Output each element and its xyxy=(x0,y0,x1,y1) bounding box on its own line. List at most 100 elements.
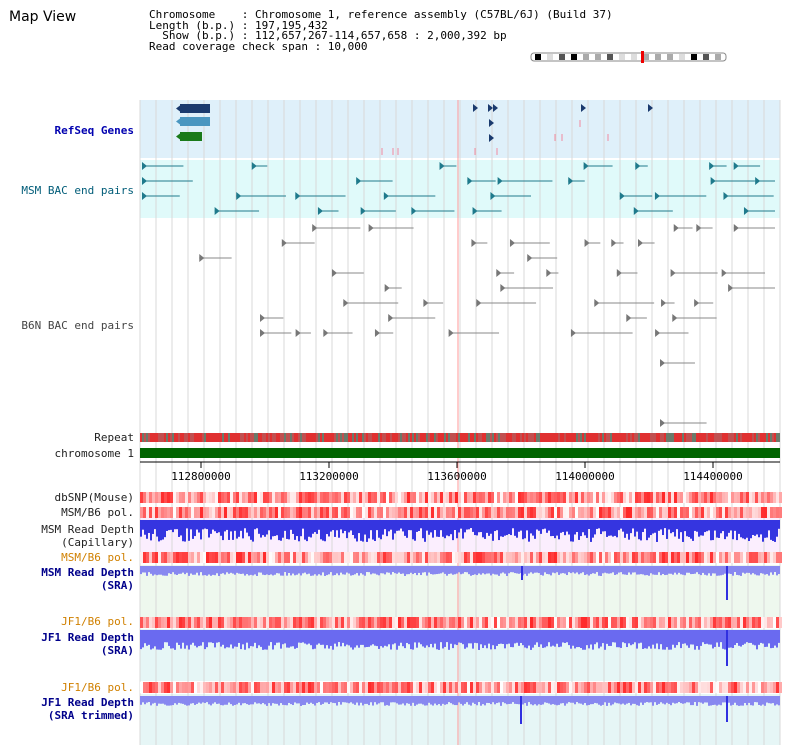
track-label-msm-b6-pol-2[interactable]: MSM/B6 pol. xyxy=(61,551,134,564)
jf1-b6-pol-heat xyxy=(596,617,599,628)
jf1-trim-depth xyxy=(660,696,662,703)
msm-capillary-depth xyxy=(434,520,436,531)
msm-b6-pol-heat xyxy=(293,552,296,563)
msm-sra-depth xyxy=(148,566,150,573)
msm-b6-pol-heat xyxy=(254,552,257,563)
track-label-jf1-read-depth-trim[interactable]: JF1 Read Depth (SRA trimmed) xyxy=(41,696,134,722)
msm-capillary-depth xyxy=(176,520,178,530)
repeat-segment xyxy=(632,433,634,442)
jf1-sra-depth xyxy=(200,630,202,646)
msm-b6-pol-heat xyxy=(182,552,185,563)
jf1-sra-depth xyxy=(472,630,474,649)
jf1-b6-pol-heat xyxy=(299,617,302,628)
msm-sra-depth xyxy=(502,566,504,573)
msm-capillary-depth xyxy=(664,520,666,529)
msm-capillary-depth xyxy=(142,520,144,530)
jf1-trim-depth xyxy=(728,696,730,703)
jf1-b6-pol-heat xyxy=(254,682,257,693)
jf1-sra-depth xyxy=(548,630,550,643)
repeat-segment xyxy=(190,433,192,442)
repeat-segment xyxy=(606,433,608,442)
track-label-chromosome[interactable]: chromosome 1 xyxy=(54,447,134,460)
jf1-b6-pol-heat xyxy=(623,617,626,628)
jf1-sra-depth xyxy=(422,630,424,647)
dbsnp-heat xyxy=(704,492,707,503)
jf1-sra-depth xyxy=(326,630,328,646)
jf1-sra-depth xyxy=(164,630,166,643)
msm-capillary-depth xyxy=(436,520,438,537)
jf1-b6-pol-heat xyxy=(437,617,440,628)
jf1-b6-pol-heat xyxy=(386,682,389,693)
repeat-segment xyxy=(498,433,500,442)
repeat-segment xyxy=(224,433,226,442)
repeat-segment xyxy=(194,433,196,442)
msm-bac-end xyxy=(356,177,362,185)
msm-sra-depth xyxy=(710,566,712,576)
jf1-trim-depth xyxy=(360,696,362,703)
repeat-segment xyxy=(540,433,542,442)
track-label-jf1-b6-pol-1[interactable]: JF1/B6 pol. xyxy=(61,615,134,628)
jf1-b6-pol-heat xyxy=(443,682,446,693)
msm-capillary-depth xyxy=(628,520,630,540)
msm-b6-pol-heat xyxy=(329,552,332,563)
track-label-jf1-read-depth-sra[interactable]: JF1 Read Depth (SRA) xyxy=(41,631,134,657)
jf1-trim-depth xyxy=(468,696,470,705)
dbsnp-heat xyxy=(767,492,770,503)
jf1-b6-pol-heat xyxy=(158,682,161,693)
msm-sra-depth xyxy=(490,566,492,576)
b6n-bac-end xyxy=(584,239,590,247)
jf1-b6-pol-heat xyxy=(464,682,467,693)
dbsnp-heat xyxy=(734,492,737,503)
jf1-trim-depth xyxy=(162,696,164,704)
track-label-msm-bac[interactable]: MSM BAC end pairs xyxy=(21,184,134,197)
msm-capillary-depth xyxy=(172,520,174,533)
jf1-trim-depth xyxy=(768,696,770,704)
jf1-b6-pol-heat xyxy=(332,617,335,628)
jf1-sra-depth xyxy=(660,630,662,645)
msm-sra-depth xyxy=(356,566,358,574)
msm-capillary-depth xyxy=(332,520,334,531)
msm-capillary-depth xyxy=(194,520,196,537)
jf1-sra-depth xyxy=(526,630,528,649)
msm-b6-pol-heat xyxy=(638,552,641,563)
jf1-b6-pol-heat xyxy=(527,682,530,693)
repeat-segment xyxy=(468,433,470,442)
msm-b6-pol-heat xyxy=(323,507,326,518)
msm-capillary-depth xyxy=(546,520,548,533)
jf1-trim-depth xyxy=(714,696,716,705)
track-label-dbsnp[interactable]: dbSNP(Mouse) xyxy=(54,491,134,504)
jf1-b6-pol-heat xyxy=(380,617,383,628)
track-label-msm-read-depth-cap[interactable]: MSM Read Depth (Capillary) xyxy=(41,523,134,549)
jf1-b6-pol-heat xyxy=(293,617,296,628)
msm-b6-pol-heat xyxy=(404,552,407,563)
msm-capillary-depth xyxy=(518,520,520,532)
msm-capillary-depth xyxy=(370,520,372,531)
track-label-msm-read-depth-sra[interactable]: MSM Read Depth (SRA) xyxy=(41,566,134,592)
jf1-b6-pol-heat xyxy=(530,617,533,628)
jf1-b6-pol-heat xyxy=(350,617,353,628)
jf1-trim-depth xyxy=(168,696,170,706)
msm-sra-depth xyxy=(604,566,606,573)
b6n-bac-end xyxy=(260,314,265,322)
msm-capillary-depth xyxy=(190,520,192,530)
jf1-trim-depth xyxy=(462,696,464,706)
jf1-trim-depth xyxy=(252,696,254,705)
track-label-repeat[interactable]: Repeat xyxy=(94,431,134,444)
msm-b6-pol-heat xyxy=(752,552,755,563)
jf1-trim-depth xyxy=(744,696,746,704)
chromosome-info: Chromosome : Chromosome 1, reference ass… xyxy=(149,8,613,21)
track-label-b6n-bac[interactable]: B6N BAC end pairs xyxy=(21,319,134,332)
msm-b6-pol-heat xyxy=(314,552,317,563)
msm-b6-pol-heat xyxy=(398,507,401,518)
track-label-msm-b6-pol-1[interactable]: MSM/B6 pol. xyxy=(61,506,134,519)
chromosome-bar xyxy=(140,448,780,458)
jf1-b6-pol-heat xyxy=(761,682,764,693)
track-label-refseq[interactable]: RefSeq Genes xyxy=(54,124,134,137)
track-label-jf1-b6-pol-2[interactable]: JF1/B6 pol. xyxy=(61,681,134,694)
jf1-b6-pol-heat xyxy=(383,682,386,693)
msm-sra-depth xyxy=(426,566,428,576)
dbsnp-heat xyxy=(701,492,704,503)
jf1-sra-depth xyxy=(768,630,770,644)
jf1-trim-depth xyxy=(152,696,154,704)
